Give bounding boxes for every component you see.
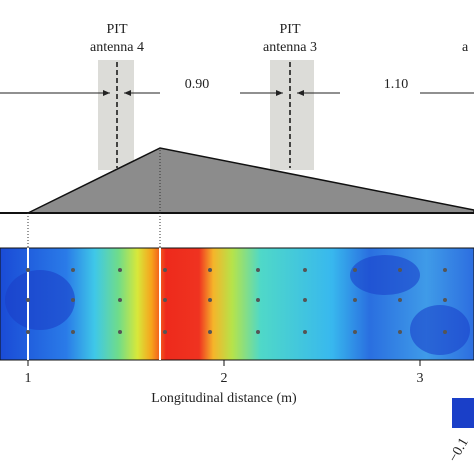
sensor-dot	[26, 330, 30, 334]
diagram-body	[0, 60, 474, 428]
sensor-dot	[118, 298, 122, 302]
axis-label: Longitudinal distance (m)	[151, 391, 297, 406]
sensor-dot	[208, 298, 212, 302]
axis-tick-label: 3	[417, 371, 424, 386]
distance-label: 1.10	[384, 77, 409, 92]
antenna-label: antenna 3	[263, 40, 317, 55]
sensor-dot	[208, 330, 212, 334]
sensor-dot	[256, 298, 260, 302]
sensor-dot	[71, 298, 75, 302]
sensor-dot	[71, 268, 75, 272]
sensor-dot	[163, 298, 167, 302]
antenna-label: PIT	[107, 22, 128, 37]
sensor-dot	[398, 268, 402, 272]
sensor-dot	[118, 330, 122, 334]
sensor-dot	[71, 330, 75, 334]
antenna-label: antenna 4	[90, 40, 144, 55]
sensor-dot	[303, 298, 307, 302]
antenna-zone	[270, 60, 314, 170]
sensor-dot	[303, 268, 307, 272]
sensor-dot	[26, 298, 30, 302]
sensor-dot	[256, 330, 260, 334]
ramp	[27, 147, 474, 214]
sensor-dot	[353, 330, 357, 334]
heat-blob	[410, 305, 470, 355]
sensor-dot	[118, 268, 122, 272]
axis-tick-label: 1	[25, 371, 32, 386]
axis-tick-label: 2	[221, 371, 228, 386]
sensor-dot	[26, 268, 30, 272]
antenna-label: a	[462, 40, 469, 55]
sensor-dot	[398, 298, 402, 302]
distance-label: 0.90	[185, 77, 210, 92]
sensor-dot	[303, 330, 307, 334]
sensor-dot	[353, 298, 357, 302]
sensor-dot	[353, 268, 357, 272]
sensor-dot	[163, 268, 167, 272]
colorbar	[452, 398, 474, 428]
sensor-dot	[208, 268, 212, 272]
colorbar-label: −0.1	[446, 435, 472, 465]
labels: PIT antenna 4 PIT antenna 3 a 0.90 1.10 …	[25, 22, 472, 465]
sensor-dot	[163, 330, 167, 334]
sensor-grid	[26, 268, 447, 334]
sensor-dot	[256, 268, 260, 272]
sensor-dot	[443, 298, 447, 302]
antenna-label: PIT	[280, 22, 301, 37]
heat-blob	[350, 255, 420, 295]
sensor-dot	[443, 330, 447, 334]
antenna-zone	[98, 60, 134, 170]
heat-blob	[5, 270, 75, 330]
sensor-dot	[398, 330, 402, 334]
sensor-dot	[443, 268, 447, 272]
